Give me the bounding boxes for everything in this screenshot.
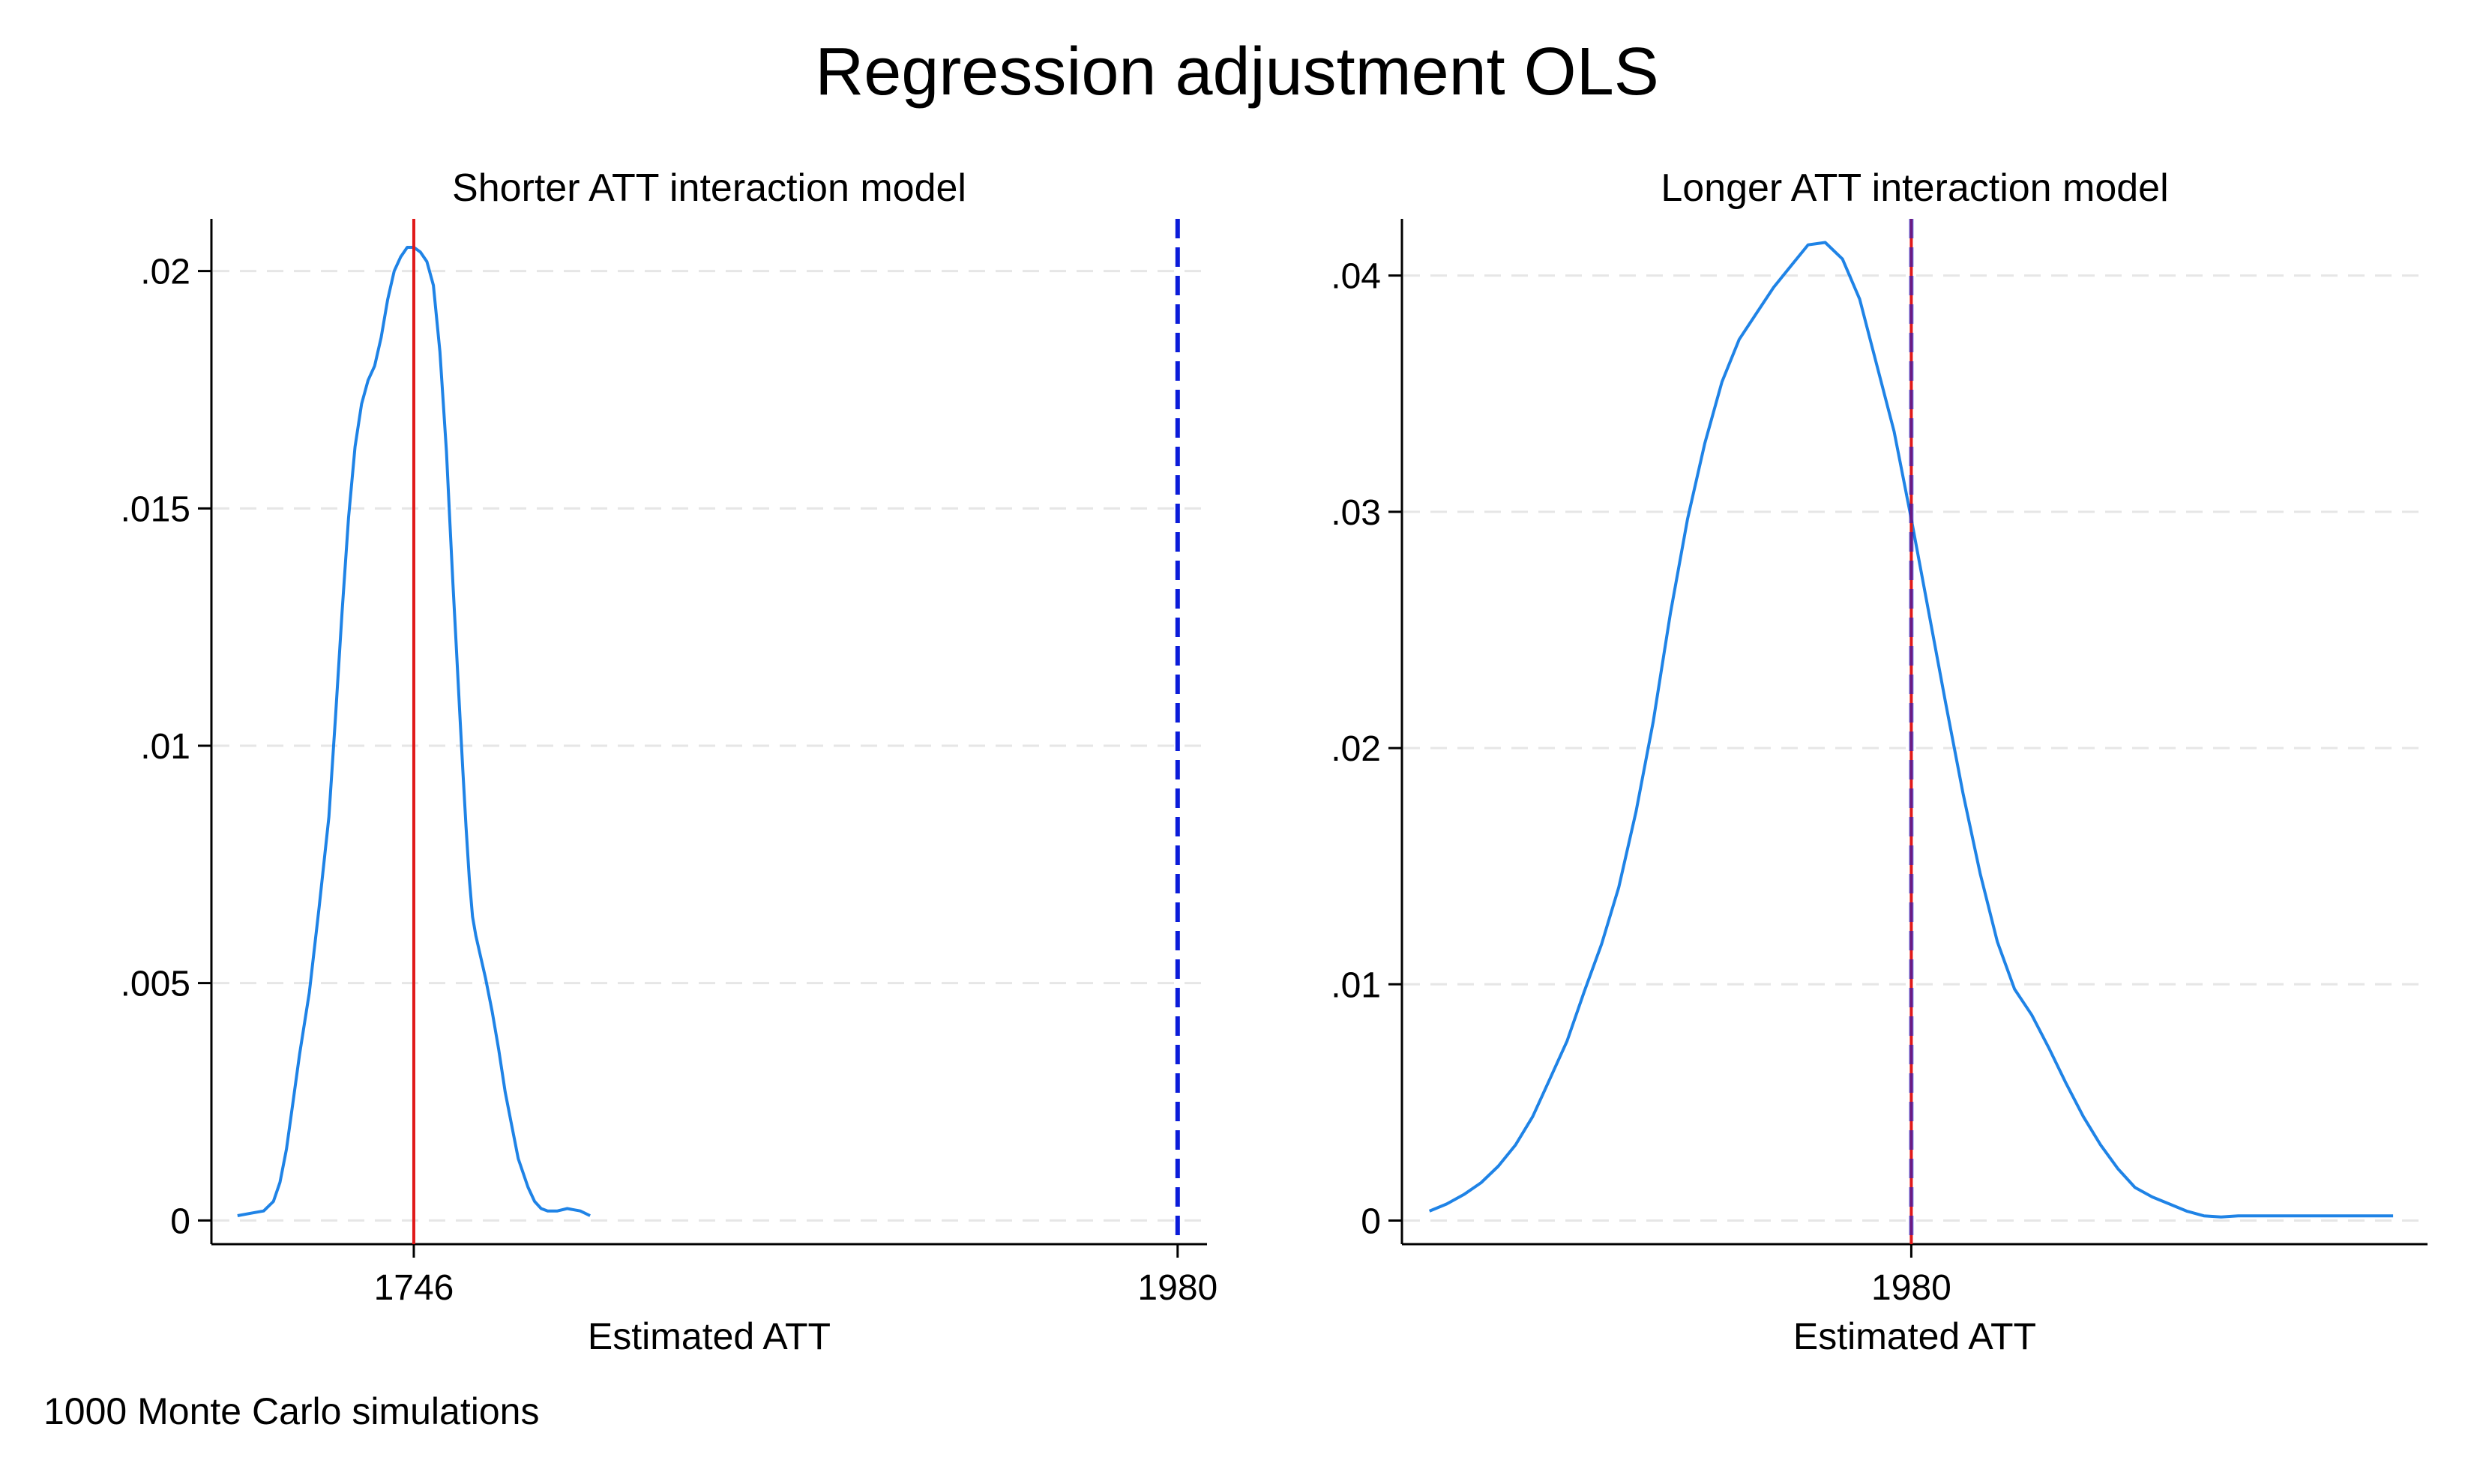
density-curve-1 <box>237 246 591 1217</box>
x-tick-label: 1980 <box>1137 1268 1218 1308</box>
y-tick-label: .03 <box>1331 493 1381 533</box>
chart-note: 1000 Monte Carlo simulations <box>43 1390 539 1432</box>
panel-title: Shorter ATT interaction model <box>452 166 966 210</box>
main-title: Regression adjustment OLS <box>815 34 1659 109</box>
y-tick-label: .01 <box>140 727 190 767</box>
panels: Shorter ATT interaction model 0 .005 .01 .01… <box>121 166 2428 1357</box>
y-tick-label: 0 <box>170 1201 190 1241</box>
x-axis-label: Estimated ATT <box>1793 1315 2036 1357</box>
y-tick-label: .04 <box>1331 257 1381 297</box>
panel-2: Longer ATT interaction model 0 .01 .02 .03 .0… <box>1331 166 2428 1357</box>
panel-title: Longer ATT interaction model <box>1661 166 2168 210</box>
y-tick-label: .02 <box>140 253 190 292</box>
y-tick-label: 0 <box>1361 1201 1381 1241</box>
panel-1: Shorter ATT interaction model 0 .005 .01 .01… <box>121 166 1218 1357</box>
x-axis-label: Estimated ATT <box>588 1315 831 1357</box>
y-tick-label: .005 <box>121 965 190 1004</box>
y-tick-label: .02 <box>1331 729 1381 769</box>
y-tick-label: .01 <box>1331 965 1381 1005</box>
x-tick-label: 1980 <box>1871 1268 1951 1308</box>
y-tick-label: .015 <box>121 489 190 529</box>
x-tick-label: 1746 <box>374 1268 454 1308</box>
